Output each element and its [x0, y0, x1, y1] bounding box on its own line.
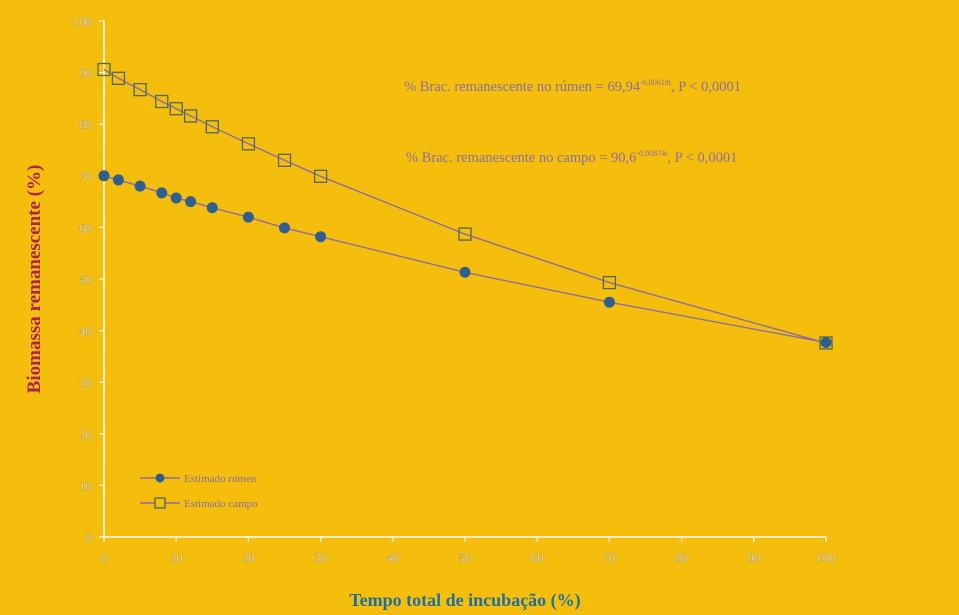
data-point-campo — [183, 109, 198, 123]
x-tick-label: 60 — [531, 550, 544, 565]
data-point-rumen — [98, 170, 110, 182]
data-point-rumen — [279, 222, 290, 234]
data-point-campo — [155, 94, 169, 109]
equation-annotation: % Brac. remanescente no rúmen = 69,94-0,… — [404, 78, 741, 95]
data-point-campo — [602, 275, 617, 290]
x-tick-label: 70 — [603, 550, 616, 565]
data-point-campo — [169, 102, 183, 116]
data-point-campo — [819, 336, 833, 350]
legend-label: Estimado campo — [184, 498, 258, 510]
data-point-campo — [313, 169, 328, 183]
y-tick-label: 20 — [79, 427, 92, 442]
y-tick-label: 50 — [79, 272, 92, 287]
x-tick-label: 0 — [101, 550, 108, 565]
legend-label: Estimado rúmen — [184, 473, 257, 485]
x-tick-label: 90 — [747, 550, 760, 565]
data-point-rumen — [242, 211, 254, 223]
data-point-rumen — [315, 231, 327, 243]
data-point-campo — [133, 82, 147, 97]
equation-prefix: % Brac. remanescente no rúmen = 69,94 — [404, 79, 641, 95]
annotations: % Brac. remanescente no rúmen = 69,94-0,… — [404, 78, 741, 166]
equation-suffix: , P < 0,0001 — [671, 79, 741, 95]
equation-exponent: -0,00874t — [636, 149, 668, 158]
legend-marker-campo — [154, 497, 166, 509]
data-point-rumen — [459, 266, 471, 278]
data-point-campo — [111, 71, 126, 85]
x-tick-label: 100 — [816, 550, 836, 565]
y-tick-label: 70 — [79, 169, 92, 184]
y-tick-label: 60 — [79, 220, 92, 235]
x-tick-label: 10 — [170, 550, 183, 565]
series-line-2 — [103, 68, 827, 344]
y-axis-title: Biomassa remanescente (%) — [24, 165, 45, 394]
data-point-rumen — [603, 296, 615, 308]
x-tick-label: 80 — [675, 550, 688, 565]
data-point-rumen — [206, 202, 218, 214]
series-markers — [97, 62, 833, 350]
equation-prefix: % Brac. remanescente no campo = 90,6 — [406, 150, 636, 166]
x-tick-label: 20 — [242, 550, 255, 565]
legend-marker-rumen — [155, 473, 165, 483]
x-tick-label: 40 — [386, 550, 399, 565]
equation-exponent: -0,00618t — [640, 78, 672, 87]
data-point-rumen — [170, 192, 182, 204]
data-point-rumen — [820, 336, 832, 348]
x-axis-title: Tempo total de incubação (%) — [349, 590, 580, 611]
data-point-campo — [277, 153, 292, 167]
data-point-rumen — [134, 180, 146, 192]
data-point-campo — [241, 137, 256, 151]
y-tick-label: 40 — [79, 324, 92, 339]
equation-annotation: % Brac. remanescente no campo = 90,6-0,0… — [406, 149, 737, 166]
y-tick-label: 10 — [79, 478, 92, 493]
data-point-rumen — [156, 187, 168, 199]
data-point-campo — [97, 62, 111, 77]
y-tick-label: 80 — [79, 117, 92, 132]
data-point-campo — [458, 227, 472, 241]
axes: 0 10 20 30 40 50 60 70 80 90 100 0 10 20 30 40 50 60 70 80 9… — [72, 14, 836, 565]
data-point-campo — [205, 120, 219, 134]
x-tick-label: 50 — [459, 550, 472, 565]
y-tick-label: 30 — [79, 375, 92, 390]
data-point-rumen — [185, 196, 197, 208]
legend: Estimado rúmen Estimado campo — [140, 473, 258, 510]
y-tick-label: 0 — [86, 530, 93, 545]
y-tick-label: 100 — [73, 14, 93, 29]
x-tick-label: 30 — [314, 550, 327, 565]
y-tick-label: 90 — [79, 66, 92, 81]
data-point-rumen — [112, 174, 124, 186]
equation-suffix: , P < 0,0001 — [667, 150, 737, 166]
